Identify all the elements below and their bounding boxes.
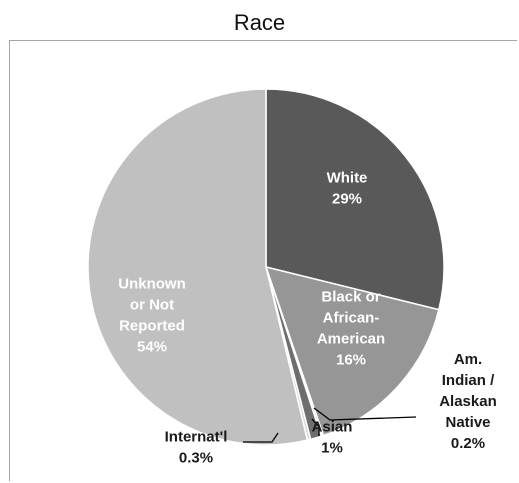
leader-line-internat-l	[243, 432, 279, 443]
chart-title: Race	[233, 10, 286, 35]
slice-label-unknown-or-not-reported: Unknown or Not Reported 54%	[118, 276, 186, 356]
pie-slice-white	[265, 88, 445, 311]
leader-line-am-indian-alaskan-native	[313, 407, 417, 421]
chart-frame	[9, 40, 517, 481]
slice-label-asian: Asian 1%	[312, 419, 353, 457]
slice-label-black-or-african-american: Black or African-American 16%	[317, 289, 385, 369]
leader-line-asian	[311, 418, 320, 436]
slice-label-internat-l: Internat'l 0.3%	[165, 429, 228, 467]
slice-label-am-indian-alaskan-native: Am. Indian / Alaskan Native 0.2%	[439, 351, 497, 452]
pie-slice-unknown-or-not-reported	[87, 88, 309, 446]
slice-label-white: White 29%	[327, 170, 368, 208]
